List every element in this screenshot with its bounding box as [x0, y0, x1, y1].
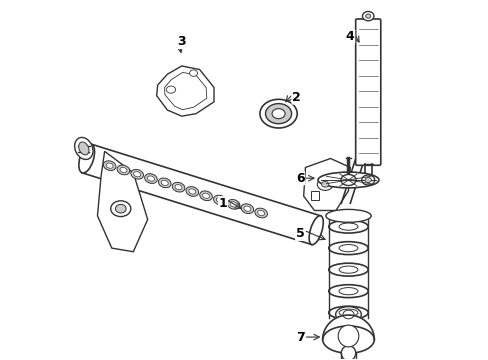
Bar: [310, 191, 318, 200]
Ellipse shape: [338, 288, 357, 295]
Ellipse shape: [216, 197, 223, 203]
Ellipse shape: [189, 70, 197, 76]
FancyBboxPatch shape: [355, 19, 380, 165]
Ellipse shape: [144, 174, 157, 183]
Ellipse shape: [158, 178, 171, 188]
Ellipse shape: [317, 172, 378, 188]
Ellipse shape: [230, 202, 237, 207]
Ellipse shape: [175, 185, 182, 190]
Ellipse shape: [322, 326, 373, 353]
Ellipse shape: [166, 86, 175, 93]
Polygon shape: [97, 151, 147, 252]
Ellipse shape: [321, 181, 328, 187]
Polygon shape: [82, 144, 320, 244]
Ellipse shape: [335, 307, 361, 322]
Polygon shape: [303, 158, 349, 211]
Ellipse shape: [202, 193, 209, 198]
Text: 2: 2: [291, 91, 300, 104]
Text: 7: 7: [295, 330, 304, 343]
Text: 3: 3: [177, 35, 185, 49]
Polygon shape: [156, 66, 214, 116]
Ellipse shape: [362, 12, 373, 21]
Ellipse shape: [338, 309, 357, 316]
Ellipse shape: [364, 177, 371, 183]
Ellipse shape: [338, 266, 357, 273]
Polygon shape: [164, 72, 206, 110]
Ellipse shape: [110, 201, 131, 217]
Ellipse shape: [131, 170, 143, 179]
Ellipse shape: [75, 138, 93, 159]
Ellipse shape: [115, 204, 126, 213]
Ellipse shape: [227, 199, 240, 209]
Ellipse shape: [188, 189, 195, 194]
Ellipse shape: [361, 175, 374, 185]
Ellipse shape: [185, 186, 198, 196]
Ellipse shape: [338, 223, 357, 230]
Ellipse shape: [241, 204, 253, 213]
Ellipse shape: [213, 195, 225, 205]
Ellipse shape: [133, 172, 141, 177]
Ellipse shape: [106, 163, 113, 168]
Ellipse shape: [79, 142, 89, 155]
Text: 6: 6: [295, 172, 304, 185]
Ellipse shape: [172, 182, 184, 192]
Ellipse shape: [254, 208, 267, 218]
Ellipse shape: [260, 99, 297, 128]
Ellipse shape: [271, 109, 285, 119]
Ellipse shape: [338, 325, 358, 347]
Ellipse shape: [317, 178, 332, 190]
Ellipse shape: [120, 167, 127, 172]
Polygon shape: [322, 315, 373, 339]
Ellipse shape: [341, 346, 355, 360]
Ellipse shape: [199, 191, 212, 201]
Ellipse shape: [342, 310, 353, 319]
Ellipse shape: [257, 210, 264, 216]
Ellipse shape: [365, 14, 370, 18]
Ellipse shape: [244, 206, 250, 211]
Ellipse shape: [161, 180, 168, 185]
Ellipse shape: [338, 244, 357, 252]
Ellipse shape: [117, 165, 129, 175]
Ellipse shape: [147, 176, 154, 181]
Ellipse shape: [265, 104, 291, 124]
Text: 5: 5: [295, 227, 304, 240]
Ellipse shape: [79, 144, 94, 173]
Ellipse shape: [308, 216, 323, 245]
Ellipse shape: [325, 210, 370, 222]
Text: 1: 1: [218, 197, 227, 210]
Text: 4: 4: [345, 30, 354, 43]
Ellipse shape: [103, 161, 116, 171]
Ellipse shape: [340, 175, 355, 185]
